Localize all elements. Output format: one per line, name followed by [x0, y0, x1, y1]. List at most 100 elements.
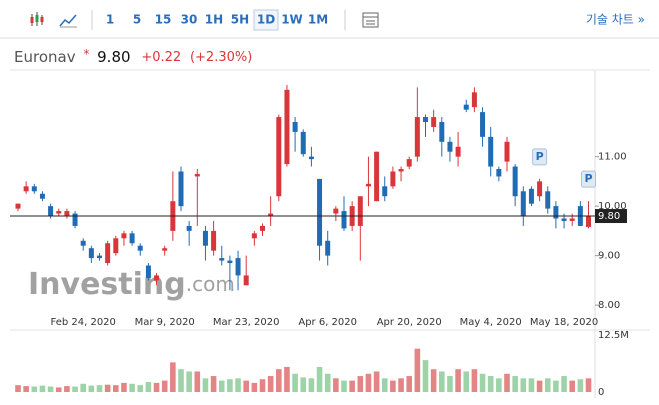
annotation: P — [536, 150, 544, 163]
interval-button[interactable]: 15 — [155, 13, 172, 27]
candle-body — [260, 225, 265, 231]
candle-body — [292, 122, 298, 132]
candle-body — [447, 141, 453, 152]
interval-button[interactable]: 1 — [106, 13, 114, 27]
x-tick-label: May 4, 2020 — [460, 317, 522, 328]
candle-body — [251, 233, 257, 239]
candle-body — [365, 183, 371, 187]
candle-body — [276, 117, 282, 197]
candle-body — [488, 136, 494, 167]
volume-bar — [227, 379, 233, 392]
volume-bar — [422, 360, 429, 392]
tech-chart-link[interactable]: 기술 차트 » — [586, 13, 645, 27]
interval-button[interactable]: 5 — [133, 13, 141, 27]
candle-body — [480, 112, 486, 137]
marker: * — [83, 47, 89, 61]
volume-bar — [577, 379, 584, 392]
candle-body — [439, 122, 445, 142]
watermark-main: Investing — [28, 267, 186, 302]
volume-bar — [308, 378, 315, 392]
y-tick-label: 11.00 — [598, 152, 627, 163]
annotation-box — [581, 170, 596, 188]
candle-body — [553, 206, 559, 219]
volume-bar — [316, 366, 323, 392]
x-tick-label: Mar 23, 2020 — [213, 317, 280, 328]
volume-bar — [439, 371, 445, 392]
volume-bar — [121, 382, 127, 392]
volume-bar — [210, 376, 217, 392]
x-tick-label: Mar 9, 2020 — [135, 317, 195, 328]
volume-bar — [455, 369, 461, 392]
candle-body — [308, 156, 314, 160]
last-price-box — [595, 209, 627, 224]
volume-bar — [333, 378, 339, 392]
volume-bar — [267, 376, 274, 392]
candle-body — [23, 186, 29, 192]
candle-body — [178, 171, 184, 207]
volume-bar — [447, 376, 453, 392]
candle-body — [243, 275, 249, 286]
volume-bar — [96, 385, 103, 392]
candle-body — [194, 173, 200, 177]
table-icon[interactable] — [362, 12, 379, 28]
candle-body — [398, 169, 404, 172]
x-tick-label: Feb 24, 2020 — [50, 317, 115, 328]
volume-bar — [300, 377, 307, 392]
volume-bar — [528, 378, 535, 392]
volume-bar — [276, 369, 282, 392]
candle-body — [463, 104, 469, 110]
volume-bar — [55, 387, 62, 392]
interval-button[interactable]: 1W — [281, 13, 303, 27]
volume-bar — [39, 385, 46, 392]
volume-bar — [218, 380, 225, 392]
y-tick-label: 8.00 — [598, 300, 620, 311]
volume-bar — [137, 385, 144, 392]
candle-body — [39, 193, 45, 199]
candle-body — [113, 238, 119, 254]
candle-body — [300, 131, 306, 155]
candle-body — [64, 211, 70, 217]
volume-bar — [161, 380, 168, 392]
volume-bar — [398, 378, 404, 392]
candle-body — [129, 233, 135, 244]
candle-body — [537, 181, 543, 197]
interval-button[interactable]: 30 — [181, 13, 198, 27]
candle-body — [423, 117, 428, 123]
volume-bar — [88, 385, 95, 392]
candle-body — [455, 146, 461, 157]
volume-bar — [341, 380, 347, 392]
candle-body — [431, 117, 437, 127]
interval-button[interactable]: 1H — [205, 13, 223, 27]
volume-bar — [64, 386, 70, 392]
line-icon[interactable] — [59, 14, 77, 27]
candle-body — [235, 258, 241, 276]
volume-bar — [373, 371, 380, 392]
interval-button[interactable]: 5H — [231, 13, 249, 27]
candle-body — [504, 141, 510, 162]
candle-body — [586, 216, 591, 227]
candle-body — [569, 218, 575, 221]
volume-bar — [31, 386, 38, 392]
candle-body — [471, 92, 477, 108]
volume-bar — [479, 373, 486, 392]
volume-bar — [553, 380, 559, 392]
candle-body — [317, 178, 323, 246]
candle-body — [72, 213, 78, 226]
watermark: Investing.com — [28, 267, 235, 302]
volume-bar — [349, 380, 355, 392]
volume-bar — [471, 369, 478, 392]
x-tick-label: Apr 6, 2020 — [298, 317, 357, 328]
candle-body — [390, 171, 396, 187]
volume-bar — [561, 376, 567, 392]
candle-body — [561, 218, 567, 221]
volume-bar — [129, 383, 135, 392]
interval-button[interactable]: 1D — [257, 13, 275, 27]
volume-bar — [324, 373, 331, 392]
stock-name: Euronav — [14, 48, 76, 66]
candle-body — [414, 117, 420, 157]
volume-bar — [463, 371, 470, 392]
volume-bar — [357, 376, 364, 392]
y-tick-label: 10.00 — [598, 201, 627, 212]
interval-button[interactable]: 1M — [308, 13, 328, 27]
